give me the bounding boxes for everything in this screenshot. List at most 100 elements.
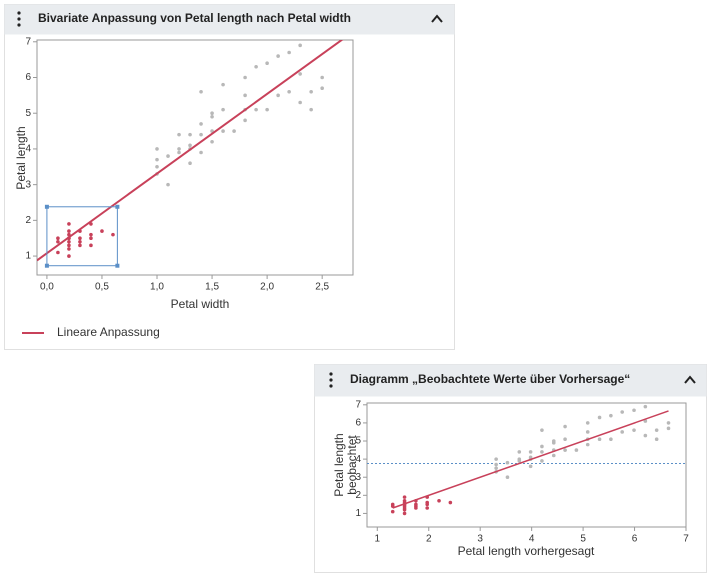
data-point bbox=[254, 64, 258, 69]
data-point bbox=[67, 222, 71, 226]
data-point bbox=[654, 428, 659, 432]
collapse-button[interactable] bbox=[684, 375, 696, 384]
data-point bbox=[620, 430, 624, 434]
data-point bbox=[551, 453, 556, 458]
data-point bbox=[100, 229, 104, 233]
menu-icon[interactable] bbox=[17, 11, 21, 27]
data-point bbox=[505, 460, 510, 465]
data-point bbox=[654, 437, 659, 442]
y-axis-label: Petal length bbox=[14, 126, 28, 189]
data-point bbox=[494, 462, 498, 467]
data-point bbox=[199, 132, 203, 137]
data-point bbox=[448, 500, 453, 505]
data-point bbox=[56, 236, 60, 241]
x-tick-label: 0,5 bbox=[95, 282, 109, 293]
reference-line bbox=[392, 410, 669, 509]
x-tick-label: 2 bbox=[426, 534, 432, 545]
data-point bbox=[585, 421, 590, 425]
plot-area bbox=[36, 39, 354, 276]
data-point bbox=[265, 61, 269, 66]
data-point bbox=[210, 139, 214, 144]
data-point bbox=[199, 89, 203, 94]
data-point bbox=[67, 243, 71, 248]
data-point bbox=[632, 428, 636, 432]
data-point bbox=[425, 500, 429, 505]
data-point bbox=[540, 444, 544, 449]
data-point bbox=[177, 147, 181, 151]
data-point bbox=[666, 426, 671, 431]
y-tick-label: 3 bbox=[25, 179, 31, 190]
data-point bbox=[402, 511, 407, 516]
data-point bbox=[425, 506, 429, 510]
data-point bbox=[67, 239, 71, 244]
data-point bbox=[309, 89, 313, 94]
y-tick-label: 2 bbox=[25, 215, 31, 226]
data-point bbox=[551, 439, 556, 443]
menu-icon[interactable] bbox=[329, 372, 333, 388]
data-point bbox=[155, 164, 159, 169]
y-axis-label: Petal length bbox=[332, 433, 346, 496]
selection-handle bbox=[115, 204, 120, 209]
data-point bbox=[298, 43, 302, 48]
data-point bbox=[414, 506, 418, 510]
data-point bbox=[597, 415, 602, 420]
y-tick-label: 7 bbox=[355, 399, 361, 410]
plot-content bbox=[367, 404, 686, 516]
y-tick-label: 1 bbox=[355, 508, 361, 519]
data-point bbox=[210, 111, 214, 116]
data-point bbox=[67, 254, 71, 258]
data-point bbox=[221, 129, 225, 133]
data-point bbox=[528, 450, 533, 454]
x-tick-label: 2,5 bbox=[315, 282, 329, 293]
data-point bbox=[232, 129, 236, 133]
x-tick-label: 1 bbox=[375, 534, 381, 545]
data-point bbox=[597, 437, 602, 442]
data-point bbox=[402, 508, 407, 512]
data-point bbox=[177, 132, 181, 137]
data-point bbox=[56, 239, 60, 244]
data-point bbox=[243, 118, 247, 123]
data-point bbox=[620, 410, 624, 414]
data-point bbox=[287, 50, 291, 55]
x-axis-label: Petal length vorhergesagt bbox=[458, 544, 595, 558]
data-point bbox=[199, 150, 203, 155]
data-point bbox=[199, 122, 203, 126]
x-tick-label: 5 bbox=[580, 534, 586, 545]
data-point bbox=[517, 450, 522, 454]
data-point bbox=[287, 89, 291, 94]
data-point bbox=[643, 404, 648, 409]
collapse-button[interactable] bbox=[431, 14, 443, 23]
plot-content bbox=[37, 40, 344, 262]
selection-handle bbox=[44, 204, 49, 209]
data-point bbox=[155, 157, 159, 162]
legend-label: Lineare Anpassung bbox=[57, 325, 160, 339]
data-point bbox=[221, 82, 225, 87]
selection-box bbox=[46, 206, 118, 267]
y-tick-label: 7 bbox=[25, 36, 31, 47]
data-point bbox=[78, 243, 82, 248]
x-tick-label: 2,0 bbox=[260, 282, 274, 293]
data-point bbox=[89, 232, 93, 237]
data-point bbox=[78, 236, 82, 241]
data-point bbox=[89, 243, 93, 248]
data-point bbox=[243, 75, 247, 80]
y-tick-label: 6 bbox=[355, 418, 361, 429]
panel-header bbox=[314, 364, 707, 397]
x-tick-label: 3 bbox=[477, 534, 483, 545]
data-point bbox=[643, 433, 648, 438]
data-point bbox=[276, 54, 280, 58]
data-point bbox=[210, 114, 214, 119]
data-point bbox=[265, 107, 269, 112]
data-point bbox=[585, 442, 590, 447]
data-point bbox=[166, 154, 170, 158]
data-point bbox=[574, 448, 579, 452]
y-tick-label: 4 bbox=[25, 144, 31, 155]
data-point bbox=[89, 236, 93, 241]
data-point bbox=[609, 437, 613, 442]
data-point bbox=[155, 147, 159, 151]
x-tick-label: 1,0 bbox=[150, 282, 164, 293]
data-point bbox=[540, 450, 544, 454]
y-axis-label: beobachtet bbox=[345, 435, 359, 495]
y-tick-label: 5 bbox=[25, 108, 31, 119]
